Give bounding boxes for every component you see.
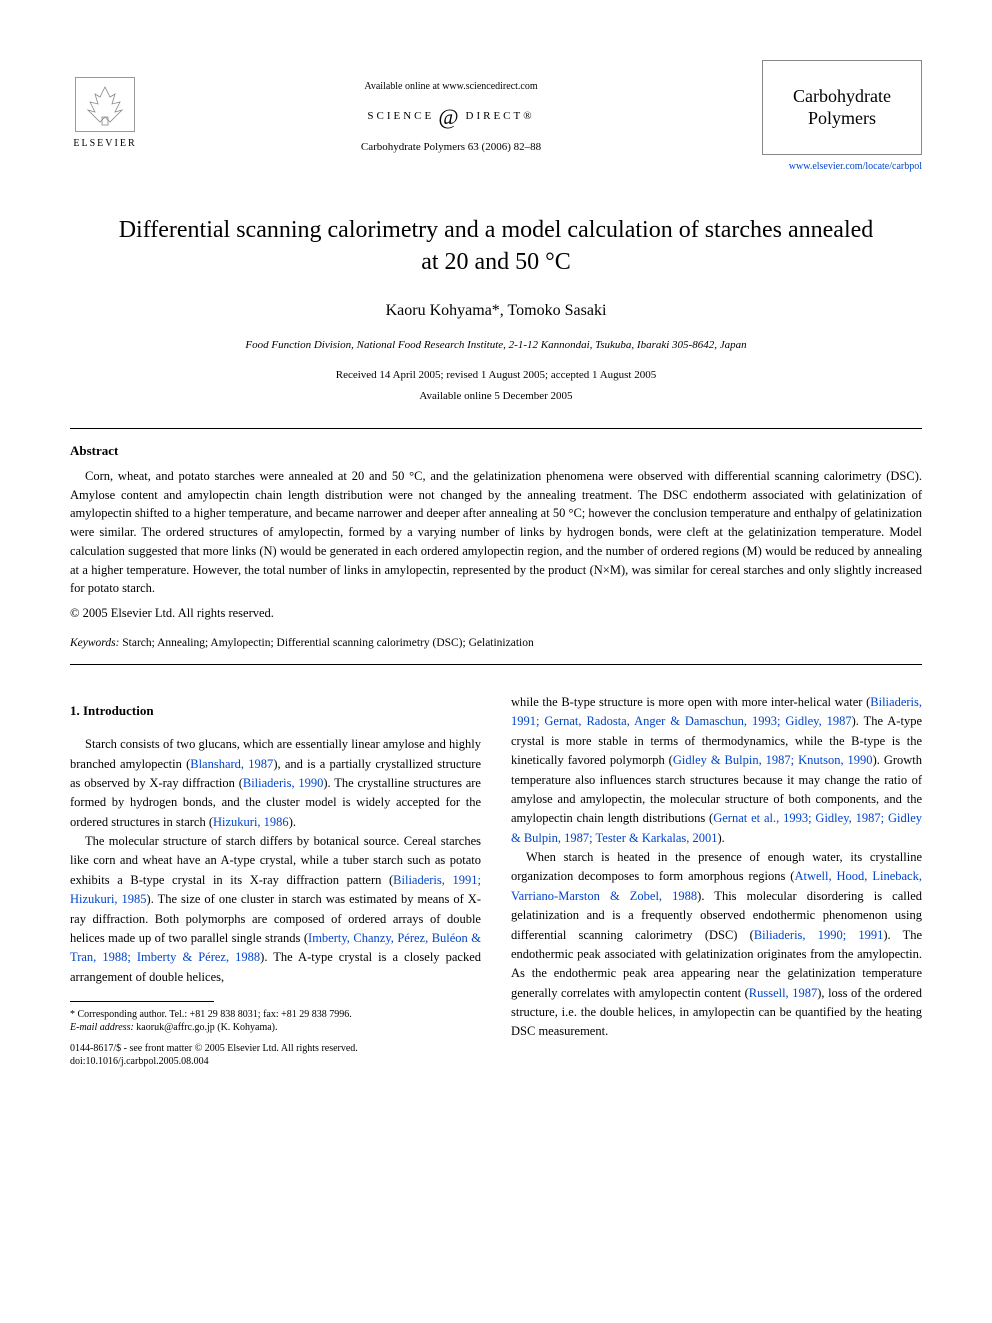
email-note: E-mail address: kaoruk@affrc.go.jp (K. K… <box>70 1021 481 1034</box>
intro-para-3: while the B-type structure is more open … <box>511 693 922 848</box>
journal-name-line1: Carbohydrate <box>793 86 891 108</box>
divider <box>70 664 922 665</box>
intro-para-2: The molecular structure of starch differ… <box>70 832 481 987</box>
citation-link[interactable]: Biliaderis, 1990; 1991 <box>754 928 884 942</box>
publisher-logo: ELSEVIER <box>70 77 140 157</box>
science-text: SCIENCE <box>367 110 434 122</box>
keywords-text: Starch; Annealing; Amylopectin; Differen… <box>119 637 533 649</box>
authors: Kaoru Kohyama*, Tomoko Sasaki <box>70 299 922 323</box>
citation-link[interactable]: Hizukuri, 1986 <box>213 815 289 829</box>
at-symbol-icon: @ <box>438 104 461 129</box>
doi-note: doi:10.1016/j.carbpol.2005.08.004 <box>70 1055 481 1068</box>
citation-link[interactable]: Gidley & Bulpin, 1987; Knutson, 1990 <box>673 753 873 767</box>
abstract-heading: Abstract <box>70 441 922 461</box>
keywords-label: Keywords: <box>70 637 119 649</box>
citation-link[interactable]: Russell, 1987 <box>749 986 817 1000</box>
intro-para-1: Starch consists of two glucans, which ar… <box>70 735 481 832</box>
journal-url[interactable]: www.elsevier.com/locate/carbpol <box>762 159 922 174</box>
email-label: E-mail address: <box>70 1022 134 1033</box>
keywords-line: Keywords: Starch; Annealing; Amylopectin… <box>70 635 922 652</box>
received-dates: Received 14 April 2005; revised 1 August… <box>70 367 922 384</box>
email-address[interactable]: kaoruk@affrc.go.jp (K. Kohyama). <box>134 1022 278 1033</box>
right-column: while the B-type structure is more open … <box>511 693 922 1068</box>
text: ). <box>718 831 725 845</box>
divider <box>70 428 922 429</box>
affiliation: Food Function Division, National Food Re… <box>70 337 922 354</box>
body-columns: 1. Introduction Starch consists of two g… <box>70 693 922 1068</box>
left-column: 1. Introduction Starch consists of two g… <box>70 693 481 1068</box>
citation-link[interactable]: Blanshard, 1987 <box>190 757 273 771</box>
citation-link[interactable]: Biliaderis, 1990 <box>243 776 324 790</box>
text: ). <box>289 815 296 829</box>
journal-cover-box: Carbohydrate Polymers <box>762 60 922 155</box>
journal-box-wrapper: Carbohydrate Polymers www.elsevier.com/l… <box>762 60 922 174</box>
intro-heading: 1. Introduction <box>70 701 481 721</box>
online-date: Available online 5 December 2005 <box>70 388 922 405</box>
publisher-name: ELSEVIER <box>73 136 136 151</box>
science-direct-logo: SCIENCE @ DIRECT® <box>140 100 762 133</box>
journal-name-line2: Polymers <box>808 108 876 130</box>
paper-title: Differential scanning calorimetry and a … <box>110 214 882 279</box>
intro-para-4: When starch is heated in the presence of… <box>511 848 922 1042</box>
corresponding-author-note: * Corresponding author. Tel.: +81 29 838… <box>70 1008 481 1021</box>
copyright-line: © 2005 Elsevier Ltd. All rights reserved… <box>70 604 922 623</box>
text: while the B-type structure is more open … <box>511 695 870 709</box>
footnote-divider <box>70 1001 214 1002</box>
abstract-body: Corn, wheat, and potato starches were an… <box>70 467 922 598</box>
direct-text: DIRECT® <box>466 110 535 122</box>
center-header: Available online at www.sciencedirect.co… <box>140 79 762 156</box>
header: ELSEVIER Available online at www.science… <box>70 60 922 174</box>
available-online-text: Available online at www.sciencedirect.co… <box>140 79 762 94</box>
elsevier-tree-icon <box>75 77 135 132</box>
journal-reference: Carbohydrate Polymers 63 (2006) 82–88 <box>140 139 762 156</box>
issn-note: 0144-8617/$ - see front matter © 2005 El… <box>70 1042 481 1055</box>
